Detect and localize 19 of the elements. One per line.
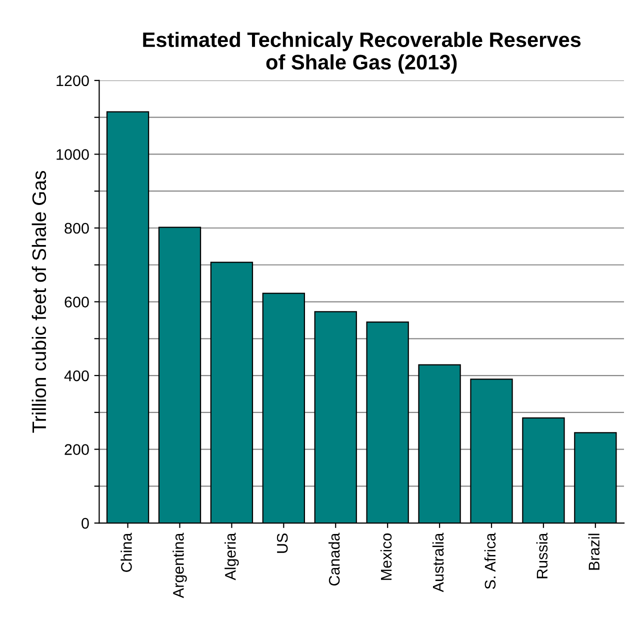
x-tick-label: S. Africa [484,532,496,589]
y-axis-title: Trillion cubic feet of Shale Gas [32,170,46,433]
x-tick-label: Australia [432,532,444,592]
x-tick-label: Canada [328,532,340,586]
x-tick-label: Mexico [380,533,392,580]
x-tick-label: US [276,533,288,553]
x-tick-label: Russia [536,532,548,578]
x-tick-label: Algeria [224,532,239,580]
y-tick-label: 1000 [56,149,89,160]
x-tick-label: Argentina [172,532,187,598]
y-tick-label: 600 [64,296,89,308]
y-tick-label: 0 [82,518,89,529]
x-tick-label: China [120,532,132,572]
y-tick-label: 1200 [56,75,89,86]
x-tick-label: Brazil [588,534,600,570]
y-tick-label: 800 [64,222,89,234]
y-tick-label: 400 [64,370,89,382]
y-tick-label: 200 [64,444,89,455]
chart-title: Estimated Technicaly Recoverable Reserves of Shale Gas (2013) [143,32,581,74]
